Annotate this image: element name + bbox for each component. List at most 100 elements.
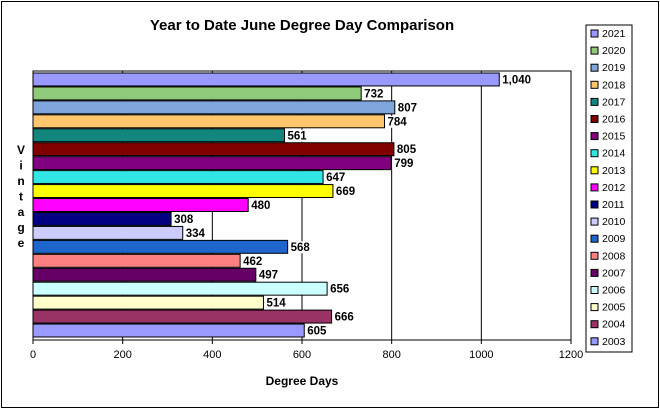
x-axis-ticks: 0 200 400 600 800 1000 1200 <box>30 340 583 361</box>
data-label-2007: 497 <box>259 270 278 282</box>
legend-swatch-2017 <box>590 97 599 106</box>
x-tick-label: 400 <box>203 349 221 361</box>
data-label-2018: 784 <box>387 116 407 128</box>
data-label-bg <box>500 74 540 86</box>
legend-label-2007: 2007 <box>602 267 626 279</box>
data-label-bg <box>264 297 290 310</box>
data-labels: 1,040 732 807 784 561 805 799 647 669 480 308 334 56… <box>172 74 540 338</box>
legend-label-2014: 2014 <box>602 148 626 160</box>
legend-swatch-2019 <box>590 63 599 72</box>
data-label-bg <box>392 157 418 170</box>
data-label-bg <box>394 143 420 156</box>
y-axis-title-letter: i <box>19 159 22 173</box>
data-label-bg <box>324 171 350 184</box>
legend-swatch-2020 <box>590 46 599 55</box>
bar-2007 <box>32 267 257 282</box>
data-label-bg <box>332 311 358 324</box>
data-label-2010: 334 <box>186 228 206 240</box>
legend-label-2016: 2016 <box>602 114 626 126</box>
data-label-2008: 462 <box>243 256 262 268</box>
legend-swatch-2004 <box>590 320 599 329</box>
data-label-bg <box>328 283 354 296</box>
legend-swatch-2007 <box>590 268 599 277</box>
legend-swatch-2005 <box>590 303 599 312</box>
legend-swatch-2015 <box>590 132 599 141</box>
y-axis-title-letter: e <box>18 236 25 250</box>
legend-label-2011: 2011 <box>602 199 625 211</box>
data-label-2006: 656 <box>330 284 349 296</box>
bar-2011 <box>32 211 172 226</box>
data-label-bg <box>385 115 411 128</box>
data-label-2015: 799 <box>394 158 413 170</box>
legend-label-2006: 2006 <box>602 285 626 297</box>
legend-label-2018: 2018 <box>602 79 626 91</box>
data-label-bg <box>395 101 421 114</box>
legend-swatch-2010 <box>590 217 599 226</box>
data-label-bg <box>241 255 267 268</box>
data-label-2017: 561 <box>288 130 308 142</box>
bar-2008 <box>32 253 241 268</box>
legend-label-2003: 2003 <box>602 336 626 348</box>
data-label-bg <box>288 241 314 254</box>
data-label-bg <box>249 199 275 212</box>
bar-2013 <box>32 184 334 199</box>
bar-2021 <box>32 72 500 87</box>
data-label-2004: 666 <box>335 312 354 324</box>
bar-2019 <box>32 100 396 115</box>
x-tick-label: 0 <box>30 349 36 361</box>
x-tick-label: 200 <box>113 349 131 361</box>
legend-label-2017: 2017 <box>602 96 626 108</box>
legend-label-2020: 2020 <box>602 45 626 57</box>
legend-items: 2021 2020 2019 2018 2017 2016 2015 2014 2013 2012… <box>590 28 626 348</box>
legend-swatch-2006 <box>590 286 599 294</box>
legend-swatch-2021 <box>590 29 599 38</box>
bars <box>32 72 500 338</box>
legend-swatch-2014 <box>590 149 599 158</box>
x-tick-label: 1200 <box>559 349 583 361</box>
legend: 2021 2020 2019 2018 2017 2016 2015 2014 2013 2012… <box>585 24 633 353</box>
bar-2020 <box>32 86 362 101</box>
y-axis-title-letter: g <box>17 221 24 235</box>
bar-2006 <box>32 281 328 296</box>
data-label-2016: 805 <box>397 144 417 156</box>
data-label-bg <box>172 213 198 226</box>
data-label-2021: 1,040 <box>502 74 531 86</box>
legend-swatch-2012 <box>590 183 599 192</box>
legend-label-2015: 2015 <box>602 131 626 143</box>
x-axis-title: Degree Days <box>266 374 339 388</box>
legend-label-2021: 2021 <box>602 28 626 40</box>
legend-swatch-2018 <box>590 80 599 89</box>
bar-2014 <box>32 170 324 185</box>
data-label-2020: 732 <box>364 88 383 100</box>
legend-swatch-2008 <box>590 251 599 260</box>
legend-label-2019: 2019 <box>602 62 626 74</box>
legend-swatch-2009 <box>590 234 599 243</box>
bar-2012 <box>32 198 249 212</box>
x-tick-label: 600 <box>293 349 311 361</box>
legend-label-2010: 2010 <box>602 216 626 228</box>
y-axis-title-letter: n <box>17 174 24 188</box>
legend-label-2009: 2009 <box>602 233 626 245</box>
legend-swatch-2011 <box>590 200 599 209</box>
y-axis-title-letter: V <box>17 143 25 157</box>
data-label-bg <box>305 325 331 337</box>
data-label-bg <box>183 227 209 240</box>
data-label-2011: 308 <box>174 214 194 226</box>
legend-swatch-2016 <box>590 115 599 123</box>
data-label-bg <box>285 129 311 142</box>
legend-label-2012: 2012 <box>602 182 626 194</box>
bar-2003 <box>32 323 305 338</box>
plot-area: 1,040 732 807 784 561 805 799 647 669 480 308 334 56… <box>30 70 583 361</box>
bar-2015 <box>32 156 392 171</box>
bar-2016 <box>32 142 395 157</box>
data-label-bg <box>333 185 359 198</box>
legend-label-2005: 2005 <box>602 302 626 314</box>
bar-2018 <box>32 114 385 129</box>
legend-label-2008: 2008 <box>602 250 626 262</box>
y-axis-title-letter: t <box>19 190 23 204</box>
data-label-bg <box>362 87 388 100</box>
chart-title: Year to Date June Degree Day Comparison <box>150 17 454 34</box>
bar-2004 <box>32 309 333 324</box>
